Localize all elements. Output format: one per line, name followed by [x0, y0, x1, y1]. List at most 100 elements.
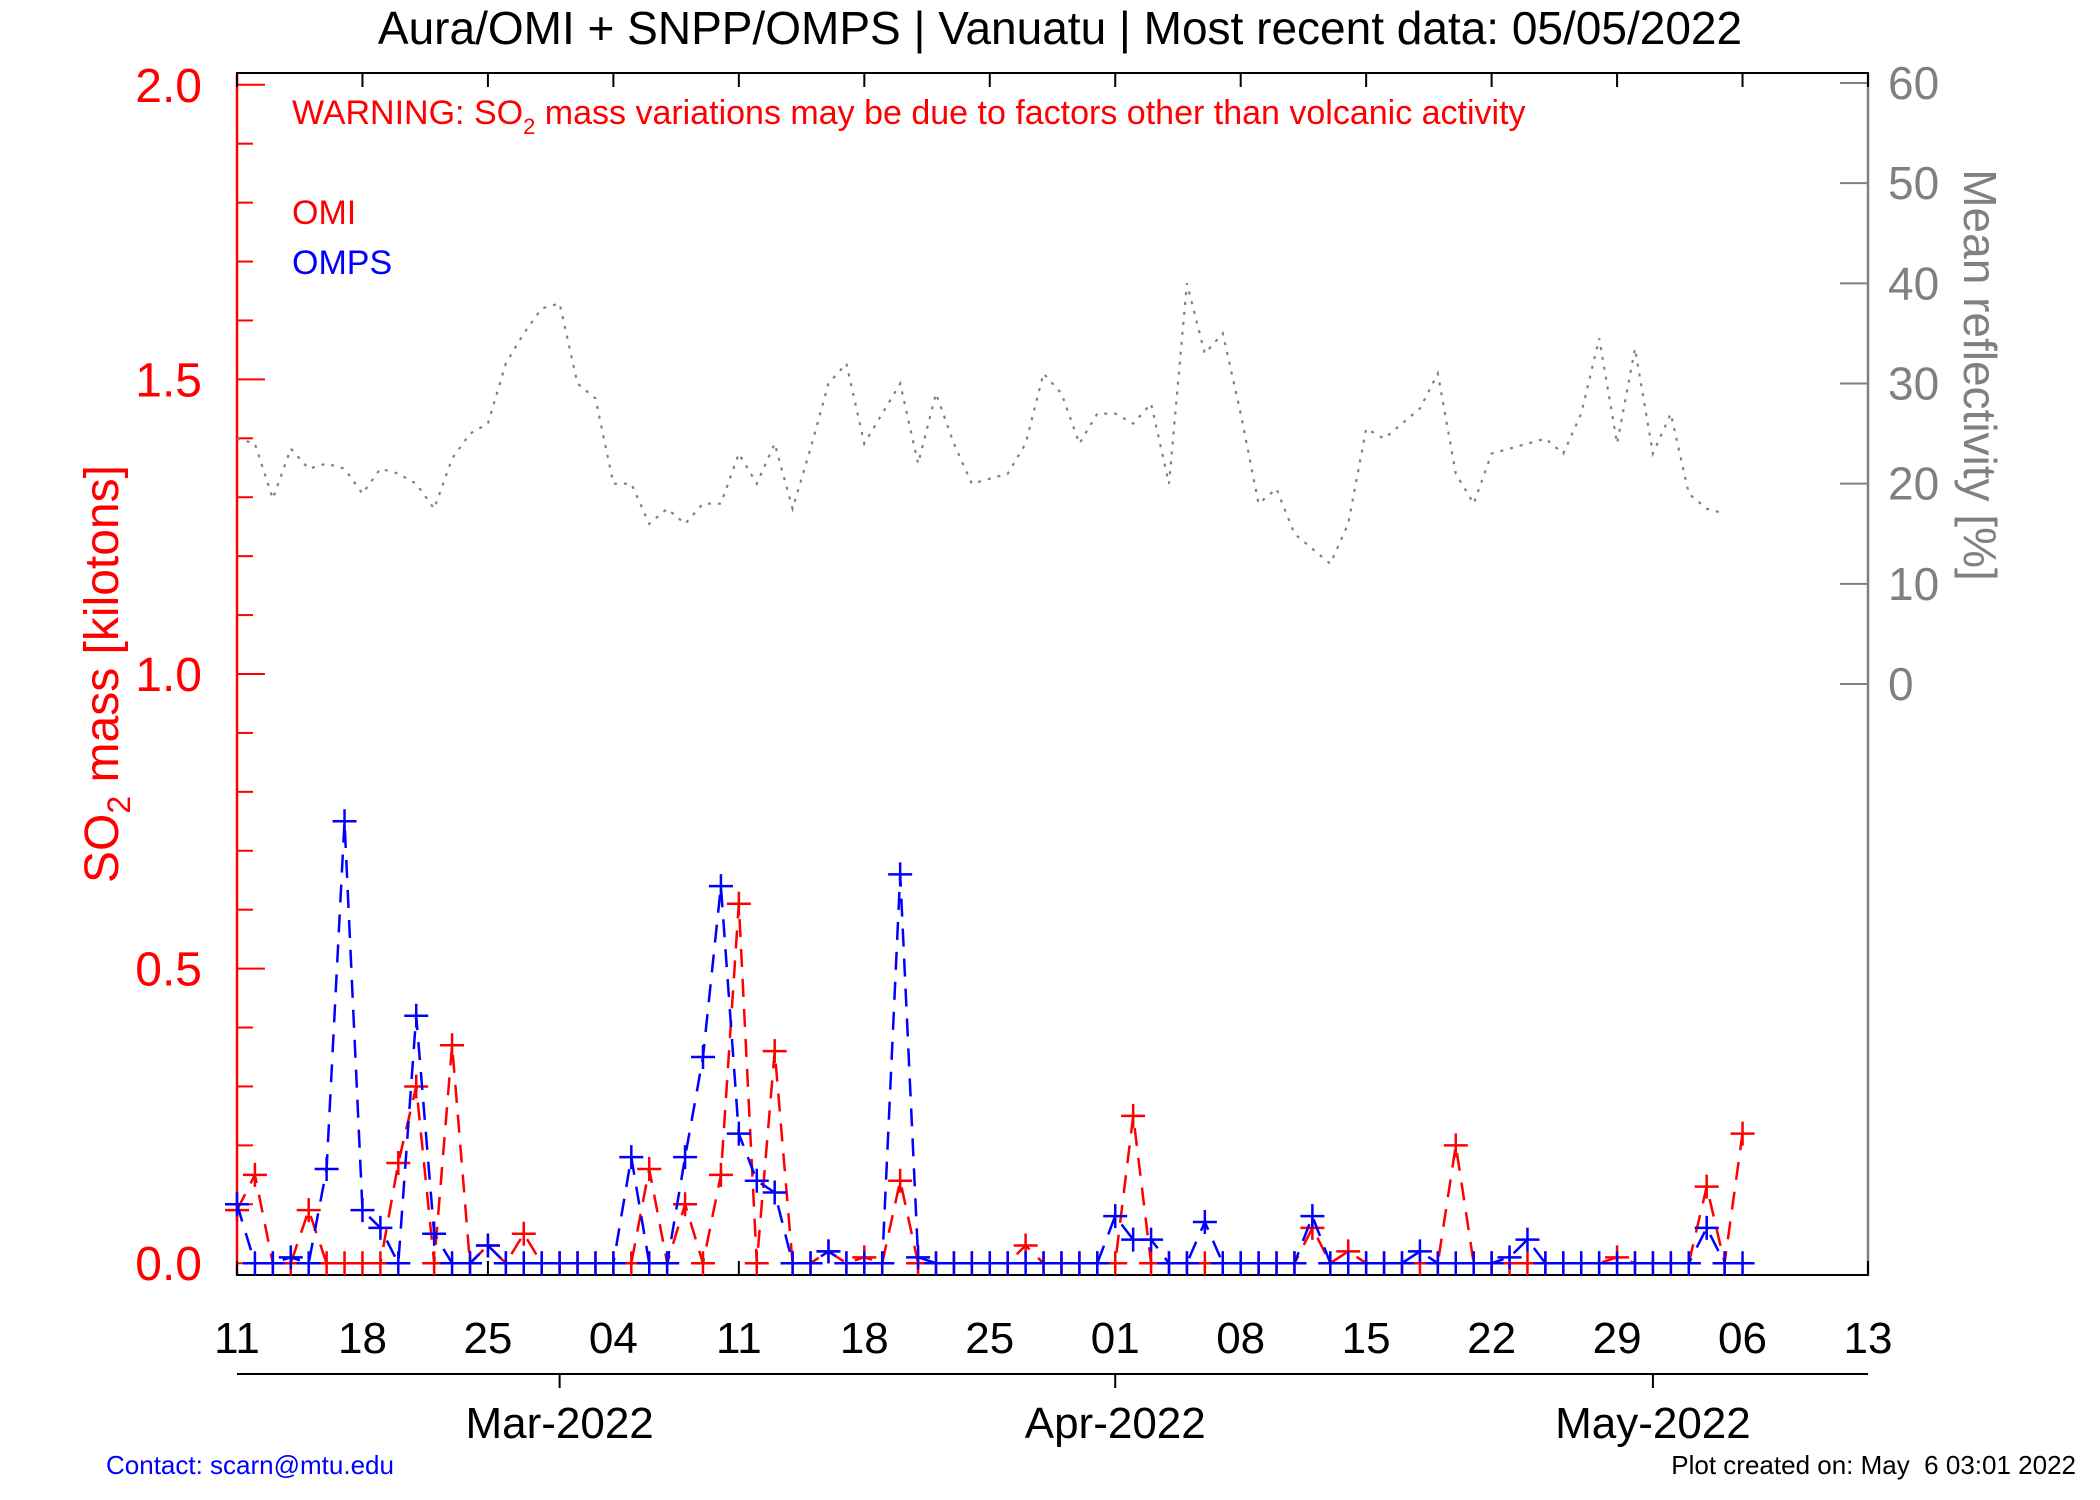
- x-tick-label: 25: [965, 1314, 1014, 1363]
- omi-point: [762, 1039, 787, 1064]
- x-tick-label: 18: [338, 1314, 387, 1363]
- omps-point: [673, 1145, 698, 1170]
- omps-point: [368, 1215, 393, 1240]
- omps-point: [1407, 1239, 1432, 1264]
- y-left-label-prefix: SO: [76, 814, 129, 883]
- omps-point: [744, 1168, 769, 1193]
- omi-point: [744, 1251, 769, 1276]
- omps-series-line: [235, 821, 1743, 1268]
- y-left-label-subscript: 2: [101, 796, 137, 814]
- right-tick-label: 30: [1888, 358, 1939, 410]
- omps-point: [1694, 1215, 1719, 1240]
- legend-omps: OMPS: [292, 244, 392, 282]
- omps-point: [601, 1251, 626, 1276]
- left-tick-label: 1.0: [135, 649, 202, 702]
- left-tick-label: 2.0: [135, 60, 202, 113]
- omi-point: [1121, 1103, 1146, 1128]
- right-axis-ticks: 0 10 20 30 40 50 60: [1840, 57, 1939, 710]
- omps-point: [278, 1245, 303, 1270]
- omps-point: [1103, 1204, 1128, 1229]
- omps-point: [314, 1156, 339, 1181]
- x-tick-label: 06: [1718, 1314, 1767, 1363]
- omps-point: [225, 1192, 249, 1217]
- x-tick-label: 13: [1844, 1314, 1893, 1363]
- omps-point: [1300, 1204, 1325, 1229]
- omps-point: [1192, 1209, 1217, 1234]
- right-tick-label: 40: [1888, 257, 1939, 309]
- omps-point: [386, 1251, 411, 1276]
- omps-point: [1139, 1227, 1164, 1252]
- omi-point: [1694, 1174, 1719, 1199]
- mean-reflectivity-series-line: [236, 283, 1725, 566]
- y-axis-right-label: Mean reflectivity [%]: [1954, 169, 2006, 581]
- omps-point: [350, 1198, 375, 1223]
- contact-text: Contact: scarn@mtu.edu: [106, 1450, 394, 1480]
- right-tick-label: 60: [1888, 57, 1939, 109]
- right-tick-label: 50: [1888, 157, 1939, 209]
- left-axis-ticks: 0.0 0.5 1.0 1.5 2.0: [135, 60, 265, 1291]
- right-tick-label: 20: [1888, 458, 1939, 510]
- omps-point: [619, 1145, 644, 1170]
- plot-frame: [236, 72, 1869, 1276]
- warning-suffix: mass variations may be due to factors ot…: [535, 94, 1525, 132]
- omps-point: [655, 1251, 680, 1276]
- omi-point: [726, 891, 751, 916]
- omps-point: [404, 1003, 429, 1028]
- omi-point: [691, 1251, 715, 1276]
- omps-point: [888, 862, 913, 887]
- omps-point: [1282, 1251, 1307, 1276]
- omps-point: [458, 1251, 482, 1276]
- omps-point: [1479, 1251, 1504, 1276]
- x-tick-label: 18: [840, 1314, 889, 1363]
- x-tick-label: 29: [1593, 1314, 1642, 1363]
- left-tick-label: 0.0: [135, 1238, 202, 1291]
- x-tick-label: 11: [214, 1314, 260, 1363]
- right-tick-label: 10: [1888, 558, 1939, 610]
- omi-series-line: [235, 903, 1744, 1266]
- x-tick-label: 22: [1467, 1314, 1516, 1363]
- omps-point: [332, 809, 357, 834]
- omps-point: [726, 1121, 751, 1146]
- x-tick-label: 08: [1216, 1314, 1265, 1363]
- x-tick-label: 15: [1342, 1314, 1391, 1363]
- month-label: Apr-2022: [1025, 1399, 1206, 1448]
- omps-point: [708, 874, 733, 899]
- warning-prefix: WARNING: SO: [292, 94, 523, 132]
- omps-point: [1390, 1251, 1414, 1276]
- x-tick-label: 11: [716, 1314, 762, 1363]
- series-layer: [225, 283, 1755, 1276]
- omps-point: [260, 1251, 285, 1276]
- omi-point: [888, 1168, 913, 1193]
- omi-point: [1730, 1121, 1755, 1146]
- legend-omi: OMI: [292, 194, 356, 232]
- omps-point: [870, 1251, 895, 1276]
- omps-point: [296, 1251, 321, 1276]
- omps-point: [816, 1239, 841, 1264]
- omi-point: [637, 1156, 662, 1181]
- omps-point: [906, 1245, 931, 1270]
- omi-point: [1443, 1133, 1468, 1158]
- omps-point: [1730, 1251, 1755, 1276]
- omi-point: [511, 1221, 536, 1246]
- omi-point: [296, 1198, 321, 1223]
- left-tick-label: 1.5: [135, 354, 202, 407]
- x-tick-label: 25: [463, 1314, 512, 1363]
- omi-point: [404, 1074, 429, 1099]
- omps-point: [798, 1251, 823, 1276]
- omps-point: [1497, 1245, 1522, 1270]
- omps-point: [475, 1233, 500, 1258]
- month-axis: Mar-2022 Apr-2022 May-2022: [237, 1373, 1868, 1448]
- right-tick-label: 0: [1888, 658, 1914, 710]
- omi-point: [708, 1162, 733, 1187]
- omps-point: [422, 1221, 447, 1246]
- omps-point: [1085, 1251, 1110, 1276]
- chart-title: Aura/OMI + SNPP/OMPS | Vanuatu | Most re…: [378, 2, 1742, 54]
- omi-point: [242, 1162, 267, 1187]
- x-tick-label: 04: [589, 1314, 638, 1363]
- y-left-label-suffix: mass [kilotons]: [76, 465, 129, 796]
- omps-point: [762, 1180, 787, 1205]
- omps-point: [691, 1044, 715, 1069]
- x-tick-label: 01: [1091, 1314, 1140, 1363]
